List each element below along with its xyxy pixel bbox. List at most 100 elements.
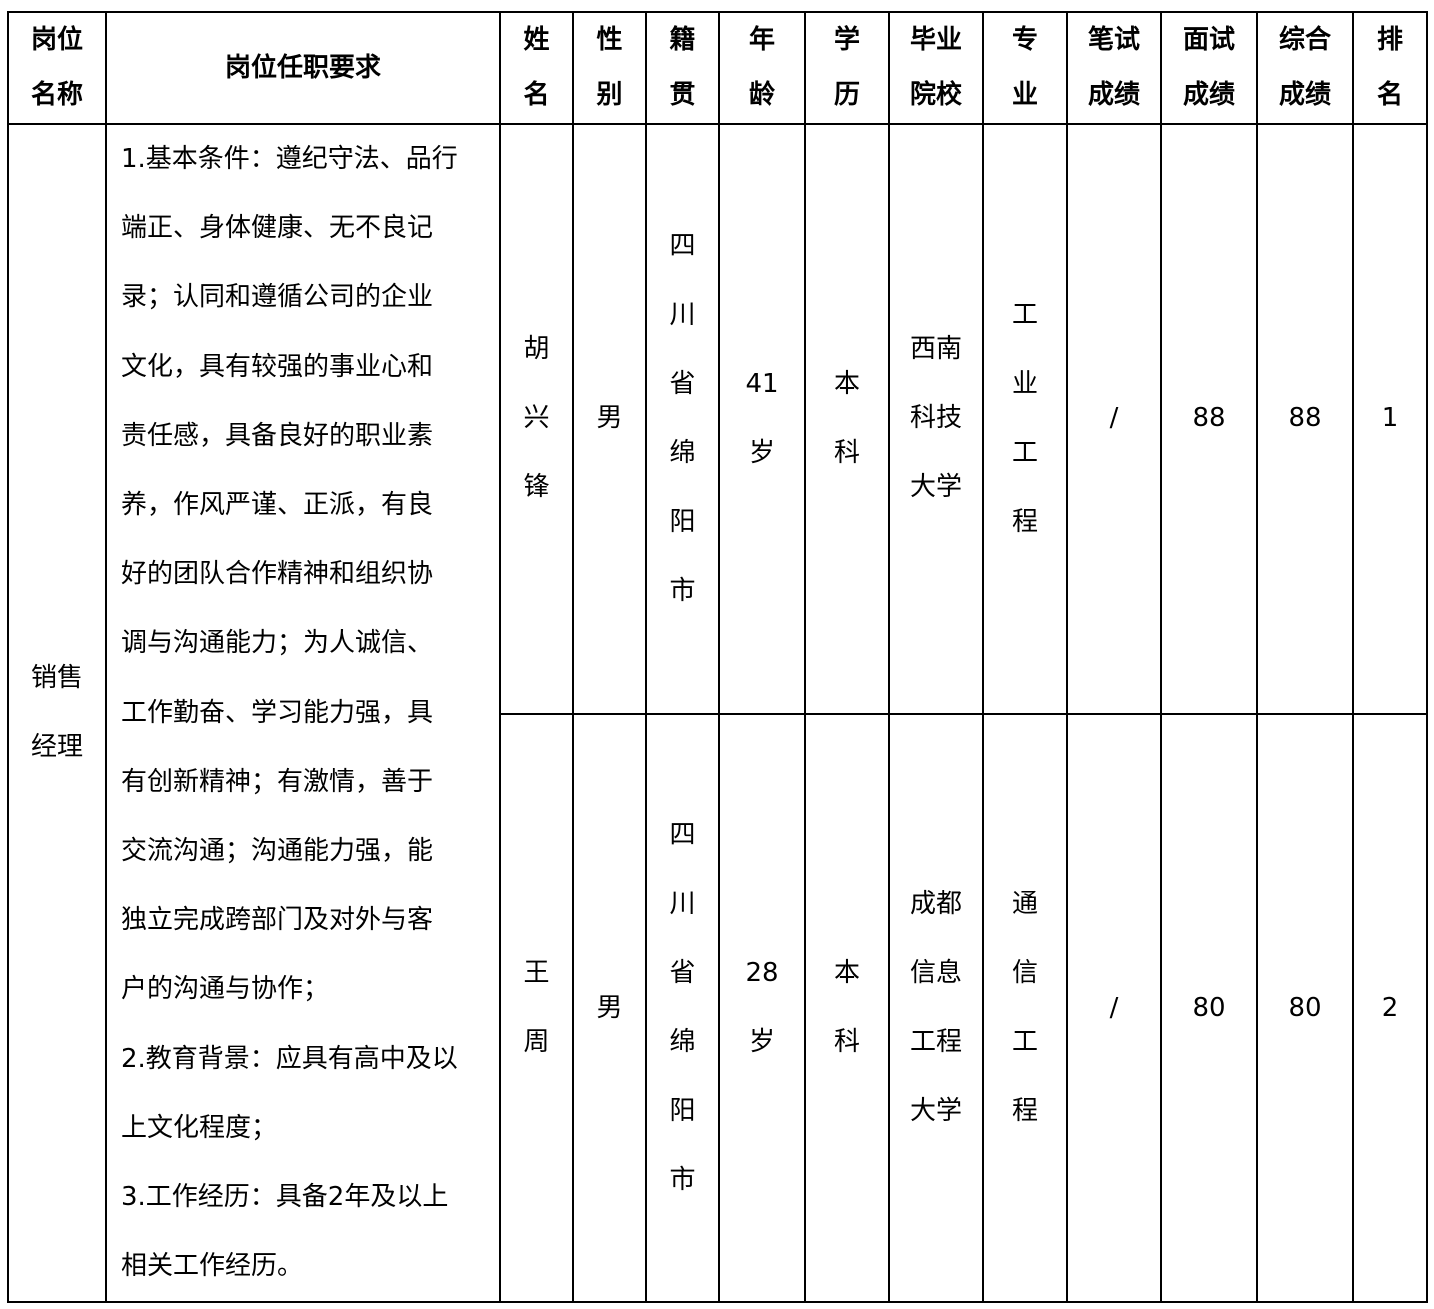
origin-line: 川 — [669, 889, 696, 920]
requirement-line: 相关工作经历。 — [121, 1251, 304, 1282]
origin-line: 四 — [669, 230, 696, 261]
header-text-line: 历 — [833, 80, 860, 110]
interview-line: 88 — [1192, 403, 1226, 434]
header-text: 岗位任职要求 — [107, 41, 499, 96]
header-text: 性别 — [574, 13, 645, 123]
name-line: 兴 — [523, 403, 550, 434]
header-text-line: 岗位 — [30, 25, 83, 55]
age-cell: 28 岁 — [718, 712, 806, 1304]
major-cell: 通信工程 — [982, 712, 1068, 1304]
total-cell: 88 — [1256, 123, 1354, 715]
school-line: 大学 — [909, 1096, 962, 1127]
header-text-line: 综合 — [1278, 25, 1331, 55]
table-row: 王周男四川省绵阳市 28 岁本科成都 信息 工程 大学通信工程/80 80 2 — [8, 712, 1428, 1304]
header-text-line: 姓 — [523, 25, 550, 55]
header-row: 岗位 名称 岗位任职要求姓名性别籍贯年龄学历毕业 院校专业笔试 成绩 面试 成绩 综合 成绩排名 — [7, 11, 1428, 125]
origin-line: 绵 — [669, 1027, 696, 1058]
origin: 四川省绵阳市 — [647, 801, 718, 1215]
name-line: 胡 — [523, 334, 550, 365]
header-text: 笔试 成绩 — [1068, 13, 1160, 123]
major: 通信工程 — [984, 870, 1066, 1146]
age-line: 41 — [745, 368, 779, 399]
name: 王周 — [501, 939, 572, 1077]
header-text: 综合 成绩 — [1258, 13, 1352, 123]
school-line: 大学 — [909, 472, 962, 503]
age-line: 28 — [745, 958, 779, 989]
requirement-line: 交流沟通；沟通能力强，能 — [121, 836, 434, 867]
major: 工业工程 — [984, 281, 1066, 557]
requirement-line: 上文化程度； — [121, 1112, 278, 1143]
header-text-line: 贯 — [669, 80, 696, 110]
origin-line: 绵 — [669, 437, 696, 468]
requirement-line: 3.工作经历：具备2年及以上 — [121, 1182, 449, 1213]
column-header: 岗位任职要求 — [105, 11, 501, 125]
written-cell: / — [1066, 712, 1162, 1304]
total: 80 — [1258, 974, 1352, 1043]
origin-line: 四 — [669, 820, 696, 851]
header-text-line: 院校 — [909, 80, 962, 110]
school-line: 工程 — [909, 1027, 962, 1058]
column-header: 专业 — [982, 11, 1068, 125]
written-line: / — [1109, 992, 1119, 1023]
school: 成都 信息 工程 大学 — [890, 870, 982, 1146]
requirement-line: 独立完成跨部门及对外与客 — [121, 905, 434, 936]
gender-line: 男 — [596, 403, 623, 434]
gender: 男 — [574, 384, 645, 453]
header-text-line: 专 — [1011, 25, 1038, 55]
major-cell: 工业工程 — [982, 123, 1068, 715]
requirement-line: 文化，具有较强的事业心和 — [121, 351, 434, 382]
school: 西南 科技 大学 — [890, 315, 982, 522]
gender-cell: 男 — [572, 123, 647, 715]
header-text: 专业 — [984, 13, 1066, 123]
origin-cell: 四川省绵阳市 — [645, 712, 720, 1304]
major-line: 工 — [1011, 1027, 1038, 1058]
major-line: 通 — [1011, 889, 1038, 920]
interview-line: 80 — [1192, 992, 1226, 1023]
education-line: 本 — [833, 368, 860, 399]
column-header: 年龄 — [718, 11, 806, 125]
rank-cell: 2 — [1352, 712, 1428, 1304]
origin-line: 市 — [669, 575, 696, 606]
interview: 88 — [1162, 384, 1256, 453]
header-text-line: 籍 — [669, 25, 696, 55]
origin-line: 省 — [669, 368, 696, 399]
header-text-line: 龄 — [748, 80, 775, 110]
origin-line: 阳 — [669, 506, 696, 537]
education-line: 科 — [833, 1027, 860, 1058]
origin-cell: 四川省绵阳市 — [645, 123, 720, 715]
name-line: 王 — [523, 958, 550, 989]
header-text-line: 年 — [748, 25, 775, 55]
origin-line: 川 — [669, 299, 696, 330]
results-table: 岗位 名称 岗位任职要求姓名性别籍贯年龄学历毕业 院校专业笔试 成绩 面试 成绩 综合 成绩排名… — [7, 11, 1428, 1304]
header-text-line: 成绩 — [1182, 80, 1235, 110]
age-cell: 41 岁 — [718, 123, 806, 715]
requirement-line: 有创新精神；有激情，善于 — [121, 766, 434, 797]
requirement-line: 录；认同和遵循公司的企业 — [121, 282, 434, 313]
written: / — [1068, 974, 1160, 1043]
education-line: 本 — [833, 958, 860, 989]
requirement-line: 好的团队合作精神和组织协 — [121, 559, 434, 590]
school-line: 西南 — [909, 334, 962, 365]
header-text-line: 排 — [1376, 25, 1403, 55]
header-text-line: 笔试 — [1087, 25, 1140, 55]
header-text-line: 名 — [1376, 80, 1403, 110]
name: 胡兴锋 — [501, 315, 572, 522]
education: 本科 — [806, 350, 888, 488]
major-line: 工 — [1011, 437, 1038, 468]
education: 本科 — [806, 939, 888, 1077]
header-text: 排名 — [1354, 13, 1426, 123]
school-cell: 西南 科技 大学 — [888, 123, 984, 715]
major-line: 程 — [1011, 506, 1038, 537]
total-cell: 80 — [1256, 712, 1354, 1304]
requirement-line: 调与沟通能力；为人诚信、 — [121, 628, 434, 659]
position-cell: 销售 经理 — [7, 122, 107, 1304]
education-cell: 本科 — [804, 712, 890, 1304]
header-text: 学历 — [806, 13, 888, 123]
major-line: 工 — [1011, 299, 1038, 330]
age-line: 岁 — [748, 1027, 775, 1058]
header-text: 面试 成绩 — [1162, 13, 1256, 123]
column-header: 综合 成绩 — [1256, 11, 1354, 125]
header-text: 年龄 — [720, 13, 804, 123]
header-text-line: 学 — [833, 25, 860, 55]
position-name: 销售 — [30, 663, 83, 694]
